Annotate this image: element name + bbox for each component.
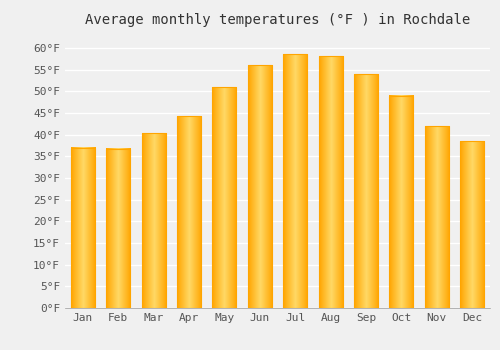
Bar bbox=[460, 141, 484, 308]
Bar bbox=[283, 54, 307, 308]
Bar bbox=[106, 148, 130, 308]
Bar bbox=[142, 133, 166, 308]
Title: Average monthly temperatures (°F ) in Rochdale: Average monthly temperatures (°F ) in Ro… bbox=[85, 13, 470, 27]
Bar bbox=[248, 65, 272, 308]
Bar bbox=[318, 56, 342, 308]
Bar bbox=[390, 96, 413, 308]
Bar bbox=[354, 74, 378, 308]
Bar bbox=[212, 87, 236, 308]
Bar bbox=[70, 148, 94, 308]
Bar bbox=[425, 126, 449, 308]
Bar bbox=[177, 117, 201, 308]
